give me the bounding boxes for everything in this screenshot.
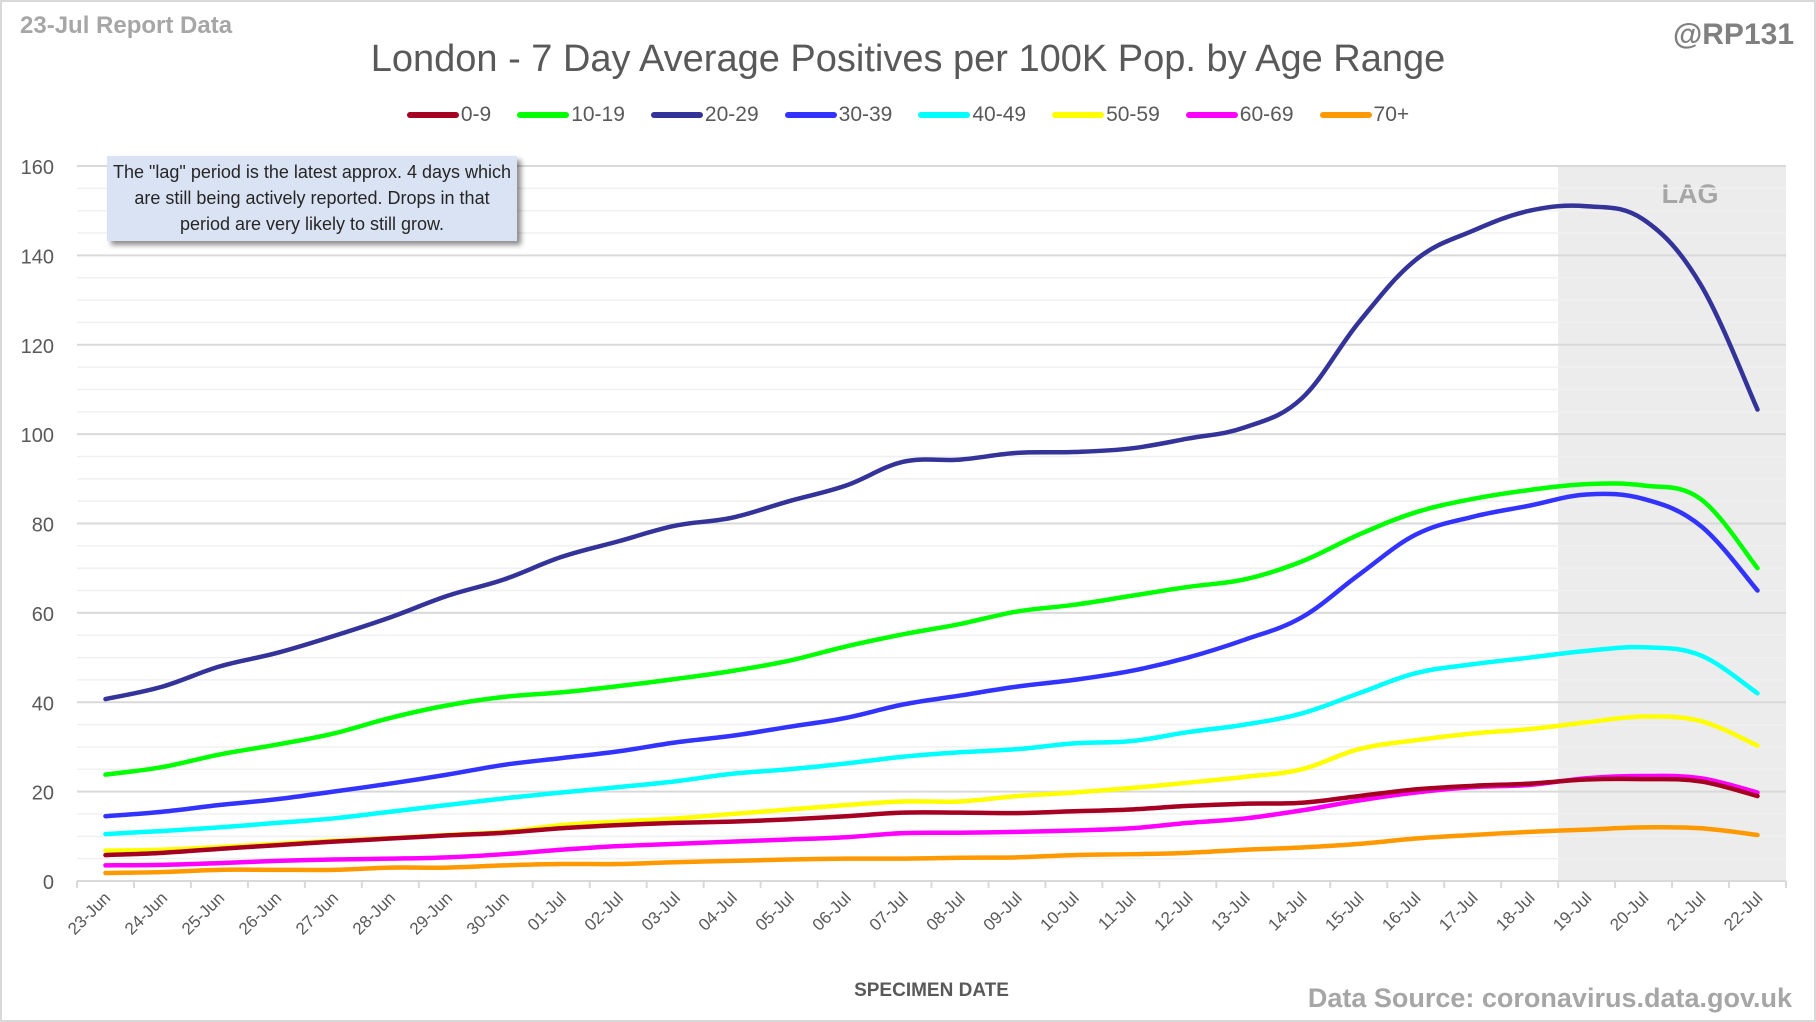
x-tick-label: 18-Jul <box>1492 888 1538 934</box>
x-tick-label: 05-Jul <box>752 888 798 934</box>
legend-swatch <box>784 112 837 118</box>
legend-label: 30-39 <box>838 103 893 126</box>
data-source: Data Source: coronavirus.data.gov.uk <box>1307 983 1792 1013</box>
legend-label: 40-49 <box>972 103 1027 126</box>
legend-label: 0-9 <box>460 103 492 126</box>
legend-item: 10-19 <box>517 103 625 127</box>
x-tick-label: 25-Jun <box>178 888 228 938</box>
x-tick-label: 14-Jul <box>1264 888 1310 934</box>
x-tick-label: 17-Jul <box>1435 888 1481 934</box>
series-line-70plus <box>103 824 1760 876</box>
legend-label: 10-19 <box>571 103 625 126</box>
series-line-40-49 <box>103 644 1760 837</box>
author-handle: @RP131 <box>1673 18 1794 51</box>
x-tick-label: 21-Jul <box>1663 888 1709 934</box>
series-line-30-39 <box>103 491 1760 819</box>
x-tick-label: 12-Jul <box>1150 888 1196 934</box>
legend-item: 40-49 <box>918 103 1026 127</box>
legend-label: 50-59 <box>1106 103 1160 126</box>
x-tick-label: 27-Jun <box>292 888 342 938</box>
x-tick-label: 11-Jul <box>1094 888 1139 933</box>
x-tick-label: 13-Jul <box>1207 888 1253 934</box>
x-tick-label: 15-Jul <box>1321 888 1367 934</box>
y-tick-label: 40 <box>32 693 54 715</box>
lag-label: LAG <box>1662 179 1719 209</box>
legend-item: 70+ <box>1319 103 1410 127</box>
x-tick-label: 29-Jun <box>406 888 456 938</box>
legend-label: 60-69 <box>1239 103 1294 126</box>
legend-swatch <box>1052 112 1105 118</box>
x-tick-label: 20-Jul <box>1606 888 1652 934</box>
x-tick-label: 10-Jul <box>1037 888 1083 934</box>
legend-item: 50-59 <box>1052 103 1160 127</box>
x-tick-label: 06-Jul <box>809 888 855 934</box>
lag-annotation: The "lag" period is the latest approx. 4… <box>107 156 517 241</box>
report-label: 23-Jul Report Data <box>20 12 233 39</box>
legend-swatch <box>406 112 459 118</box>
x-tick-label: 01-Jul <box>524 888 570 934</box>
y-tick-label: 0 <box>43 872 54 894</box>
x-tick-label: 22-Jul <box>1720 888 1766 934</box>
x-tick-label: 08-Jul <box>923 888 969 934</box>
x-tick-label: 26-Jun <box>235 888 285 938</box>
series-line-0-9 <box>103 776 1760 858</box>
y-tick-label: 160 <box>21 157 54 179</box>
legend-item: 0-9 <box>406 103 492 127</box>
legend-item: 20-29 <box>650 103 759 127</box>
legend-item: 30-39 <box>784 103 893 127</box>
legend: 0-9 10-19 20-29 30-39 40-49 50-59 60-69 70+ <box>0 103 1816 127</box>
legend-label: 70+ <box>1373 103 1410 126</box>
x-tick-label: 16-Jul <box>1378 888 1424 934</box>
x-tick-label: 30-Jun <box>463 888 513 938</box>
x-tick-label: 07-Jul <box>866 888 912 934</box>
x-tick-label: 09-Jul <box>980 888 1026 934</box>
x-tick-label: 24-Jun <box>121 888 171 938</box>
legend-swatch <box>650 112 703 118</box>
y-tick-label: 120 <box>21 336 54 358</box>
y-tick-label: 100 <box>21 425 54 447</box>
x-axis-title: SPECIMEN DATE <box>854 980 1009 1001</box>
x-tick-label: 04-Jul <box>695 888 741 934</box>
y-tick-label: 140 <box>21 246 54 268</box>
series-line-10-19 <box>103 481 1760 777</box>
chart-title: London - 7 Day Average Positives per 100… <box>370 38 1446 80</box>
series-line-20-29 <box>103 203 1760 702</box>
x-tick-label: 23-Jun <box>64 888 114 938</box>
x-tick-label: 03-Jul <box>638 888 684 934</box>
legend-swatch <box>517 112 570 118</box>
x-tick-label: 19-Jul <box>1549 888 1595 934</box>
legend-swatch <box>1319 112 1372 118</box>
legend-item: 60-69 <box>1185 103 1294 127</box>
x-tick-label: 02-Jul <box>581 888 627 934</box>
y-tick-label: 80 <box>32 515 54 537</box>
y-tick-label: 20 <box>32 783 54 805</box>
legend-swatch <box>1185 112 1238 118</box>
legend-swatch <box>918 112 971 118</box>
legend-label: 20-29 <box>704 103 759 126</box>
y-tick-label: 60 <box>32 604 54 626</box>
x-tick-label: 28-Jun <box>349 888 399 938</box>
